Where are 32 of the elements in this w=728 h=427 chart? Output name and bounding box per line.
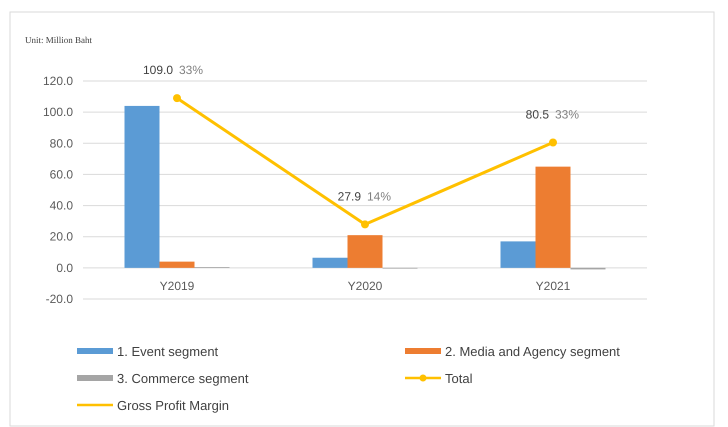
y-tick-label: 0.0 [56, 260, 74, 275]
bar [500, 241, 536, 268]
bar [160, 262, 194, 268]
annotation: 14% [367, 189, 392, 204]
bar [124, 106, 160, 268]
legend-label: 3. Commerce segment [117, 371, 249, 386]
y-tick-label: 80.0 [50, 136, 74, 150]
point [173, 94, 181, 102]
annotation: 33% [179, 63, 204, 78]
legend-label: Gross Profit Margin [117, 398, 229, 413]
y-tick-label: 120.0 [42, 74, 74, 88]
bar [348, 235, 382, 268]
legend-label: 1. Event segment [117, 344, 219, 359]
y-tick-label: -20.0 [46, 292, 74, 306]
y-tick-label: 40.0 [50, 198, 74, 213]
bar [312, 258, 348, 268]
x-tick-label: Y2021 [536, 278, 571, 293]
x-tick-label: Y2020 [348, 278, 383, 293]
legend-label: 2. Media and Agency segment [445, 344, 620, 359]
y-tick-label: 20.0 [50, 230, 74, 244]
point [549, 138, 557, 147]
data-label: 80.5 [526, 108, 550, 122]
legend-label: Total [445, 371, 473, 386]
y-tick-label: 60.0 [50, 167, 74, 182]
annotation: 33% [555, 108, 580, 122]
y-tick-label: 100.0 [42, 105, 74, 120]
x-tick-label: Y2019 [160, 278, 195, 293]
data-label: 27.9 [338, 189, 362, 204]
point [361, 220, 369, 228]
chart-subtitle: Unit: Million Baht [25, 35, 93, 45]
data-label: 109.0 [142, 63, 174, 78]
bar [536, 166, 570, 268]
